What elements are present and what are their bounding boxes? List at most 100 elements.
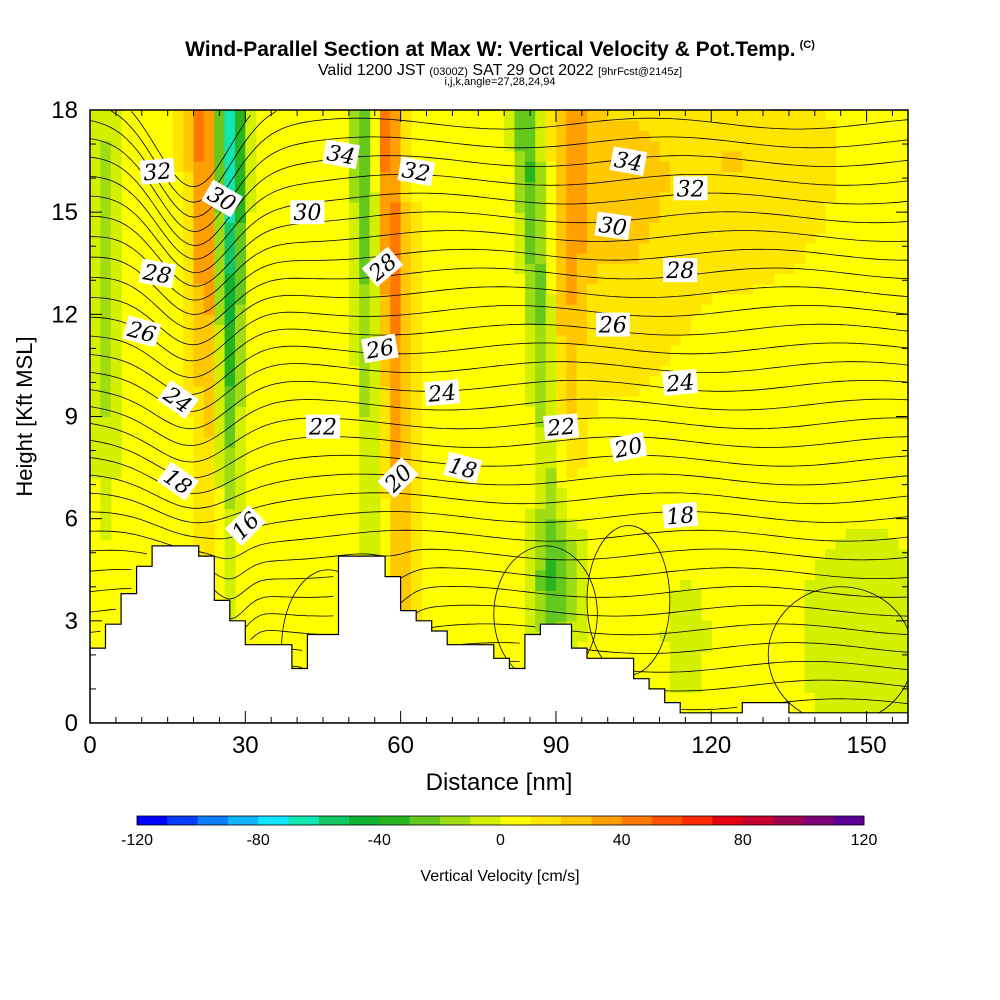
field-cell: [628, 375, 640, 387]
field-cell: [742, 273, 754, 285]
field-cell: [535, 242, 547, 254]
field-cell: [183, 201, 195, 213]
field-cell: [700, 253, 712, 264]
field-cell: [348, 345, 360, 356]
field-cell: [100, 416, 112, 428]
field-cell: [618, 181, 630, 193]
field-cell: [90, 355, 101, 366]
field-cell: [628, 314, 640, 326]
theta-label-box: [224, 504, 266, 547]
field-cell: [742, 191, 754, 203]
field-cell: [235, 130, 246, 142]
field-cell: [876, 641, 888, 653]
field-cell: [887, 661, 899, 673]
field-cell: [400, 232, 412, 244]
field-cell: [576, 406, 588, 418]
field-cell: [752, 181, 764, 193]
field-cell: [359, 171, 371, 183]
x-tick-label: 150: [847, 732, 887, 759]
field-cell: [514, 212, 526, 223]
field-cell: [224, 314, 236, 326]
field-cell: [835, 600, 847, 612]
field-cell: [524, 375, 536, 387]
field-cell: [348, 130, 360, 142]
field-cell: [700, 212, 712, 223]
field-cell: [535, 150, 547, 162]
y-tick-label: 0: [65, 710, 78, 737]
field-cell: [566, 580, 578, 591]
field-cell: [193, 242, 205, 254]
theta-label-text: 28: [665, 259, 694, 284]
colorbar-swatch: [318, 816, 350, 825]
field-cell: [576, 631, 588, 642]
field-cell: [390, 304, 402, 315]
field-cell: [566, 232, 578, 244]
field-cell: [649, 293, 661, 305]
field-cell: [835, 702, 847, 714]
field-cell: [524, 559, 536, 571]
field-cell: [773, 201, 785, 213]
field-cell: [555, 324, 567, 336]
field-cell: [700, 110, 712, 121]
field-cell: [669, 120, 681, 131]
field-cell: [659, 191, 671, 203]
field-cell: [203, 150, 215, 162]
field-cell: [348, 232, 360, 244]
field-cell: [814, 590, 826, 601]
chart-title-tag: (C): [799, 39, 815, 51]
field-cell: [235, 477, 246, 489]
field-cell: [214, 263, 226, 274]
field-cell: [193, 212, 205, 223]
field-cell: [369, 467, 381, 479]
field-cell: [555, 181, 567, 193]
field-cell: [359, 283, 371, 295]
field-cell: [649, 140, 661, 152]
field-cell: [545, 477, 557, 489]
field-cell: [203, 345, 215, 356]
field-cell: [193, 457, 205, 469]
field-cell: [597, 334, 609, 346]
field-cell: [804, 590, 816, 601]
field-cell: [607, 355, 619, 366]
field-cell: [732, 181, 743, 193]
field-cell: [576, 447, 588, 458]
field-cell: [545, 140, 557, 152]
field-cell: [618, 385, 630, 397]
field-cell: [214, 426, 226, 438]
field-cell: [763, 161, 774, 172]
field-cell: [566, 559, 578, 571]
field-cell: [587, 181, 598, 193]
field-cell: [700, 263, 712, 274]
field-cell: [887, 569, 899, 581]
theta-label: 32: [139, 157, 176, 186]
field-cell: [379, 365, 391, 377]
field-cell: [566, 375, 578, 387]
field-cell: [887, 600, 899, 612]
field-cell: [618, 120, 630, 131]
field-cell: [856, 600, 868, 612]
field-cell: [794, 201, 806, 213]
field-cell: [379, 201, 391, 213]
field-cell: [835, 539, 847, 550]
field-cell: [897, 559, 908, 571]
chart-title: Wind-Parallel Section at Max W: Vertical…: [0, 38, 1000, 62]
field-cell: [183, 375, 195, 387]
field-cell: [669, 334, 681, 346]
theta-contour-line: [131, 111, 251, 188]
field-cell: [576, 242, 588, 254]
field-cell: [110, 314, 122, 326]
colorbar-swatch: [167, 816, 199, 825]
field-cell: [390, 416, 402, 428]
field-cell: [618, 375, 630, 387]
field-cell: [576, 436, 588, 448]
field-cell: [100, 477, 112, 489]
field-cell: [535, 253, 547, 264]
field-cell: [825, 590, 837, 601]
field-cell: [587, 396, 598, 407]
field-cell: [348, 222, 360, 234]
field-cell: [732, 191, 743, 203]
field-cell: [203, 222, 215, 234]
field-cell: [535, 191, 547, 203]
field-cell: [659, 181, 671, 193]
field-cell: [545, 334, 557, 346]
